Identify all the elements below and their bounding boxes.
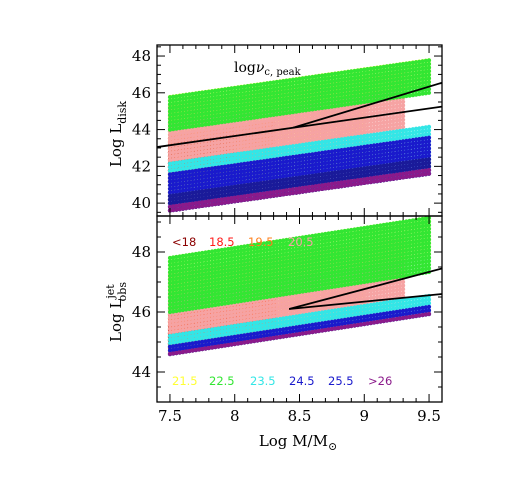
point-20.5 xyxy=(401,103,406,108)
point-20.5 xyxy=(401,117,406,122)
point-20.5 xyxy=(401,106,406,112)
point-20.5 xyxy=(401,99,406,104)
point-20.5 xyxy=(401,114,406,119)
top-panel-points xyxy=(167,58,432,213)
point-20.5 xyxy=(401,124,406,130)
point-20.5 xyxy=(401,121,406,126)
